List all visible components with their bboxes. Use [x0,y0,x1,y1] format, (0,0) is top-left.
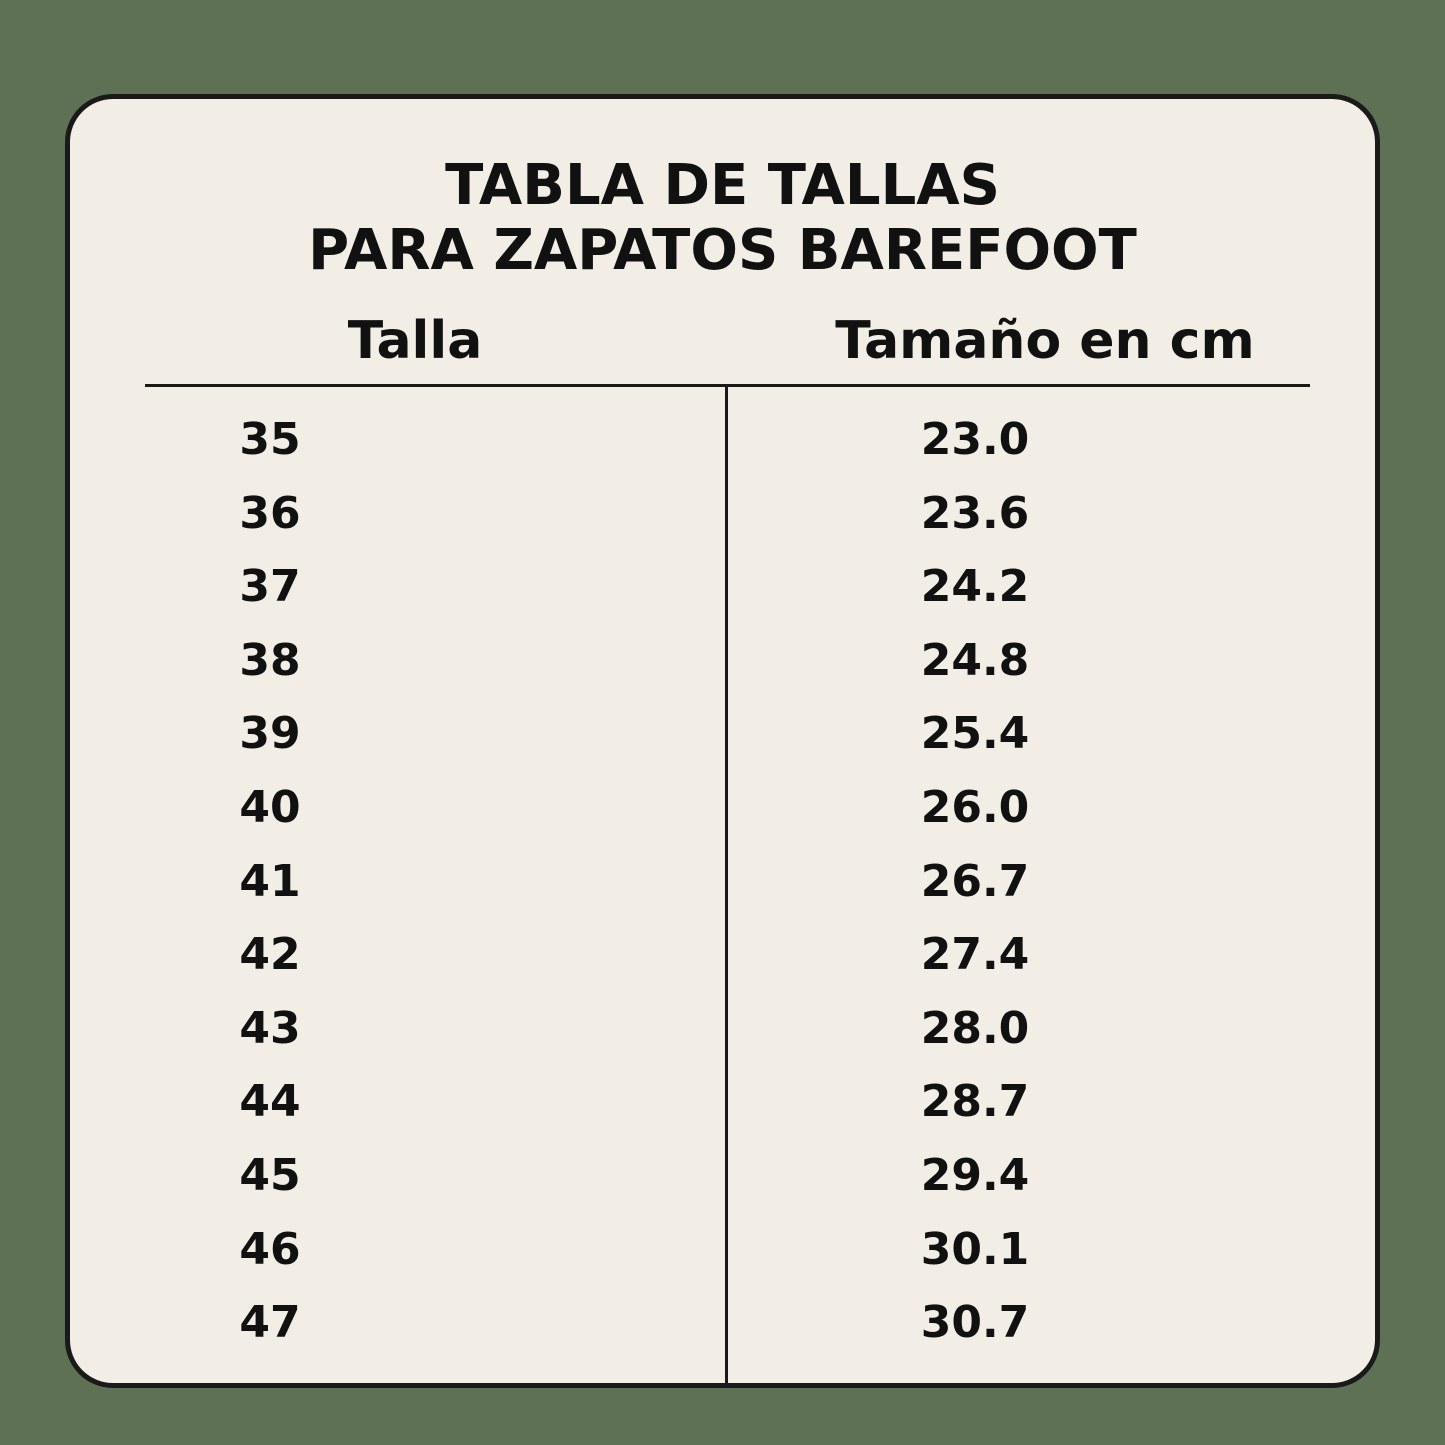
cell-tamano: 30.7 [920,1297,1030,1349]
cell-talla: 44 [239,1076,301,1128]
cell-talla: 39 [239,708,301,760]
cell-tamano: 26.7 [920,855,1030,907]
cell-tamano: 25.4 [920,708,1030,760]
column-header-tamano: Tamaño en cm [835,311,1255,371]
cell-talla: 47 [239,1297,301,1349]
size-chart-card: TABLA DE TALLAS PARA ZAPATOS BAREFOOT Ta… [65,94,1380,1388]
cell-talla: 42 [239,929,301,981]
cell-talla: 40 [239,782,301,833]
title-line-1: TABLA DE TALLAS [445,153,1000,218]
cell-tamano: 29.4 [920,1150,1030,1201]
cell-tamano: 28.7 [920,1076,1030,1128]
cell-tamano: 28.0 [920,1002,1030,1054]
column-divider [725,384,728,1383]
cell-talla: 45 [239,1150,301,1201]
title-line-2: PARA ZAPATOS BAREFOOT [308,218,1137,283]
cell-tamano: 24.8 [920,634,1030,686]
cell-talla: 46 [239,1223,301,1275]
cell-talla: 36 [239,487,301,539]
cell-talla: 43 [239,1002,301,1054]
column-header-talla: Talla [347,311,483,371]
cell-talla: 38 [239,634,301,686]
cell-tamano: 23.0 [920,414,1030,465]
cell-talla: 35 [239,414,301,465]
cell-talla: 37 [239,561,301,613]
cell-tamano: 30.1 [920,1223,1030,1275]
cell-tamano: 24.2 [920,561,1030,613]
cell-tamano: 23.6 [920,487,1030,539]
cell-talla: 41 [239,855,301,907]
cell-tamano: 26.0 [920,782,1030,833]
cell-tamano: 27.4 [920,929,1030,981]
